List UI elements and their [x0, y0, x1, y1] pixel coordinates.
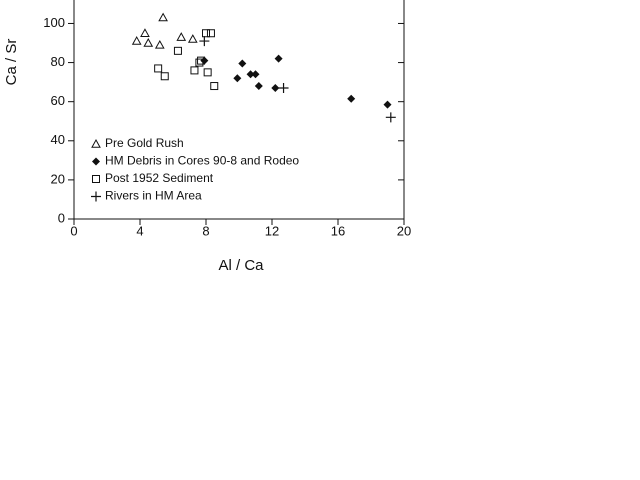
legend-marker: [92, 157, 100, 166]
x-axis-label: Al / Ca: [218, 257, 264, 274]
y-tick-label: 100: [43, 15, 65, 30]
point: [190, 66, 199, 75]
point: [203, 68, 212, 77]
x-tick-label: 20: [397, 223, 411, 238]
point: [160, 72, 169, 81]
point: [173, 46, 182, 55]
legend-marker: [92, 175, 100, 183]
point: [233, 74, 242, 83]
plot-frame: [73, 0, 405, 220]
point: [251, 70, 260, 79]
x-tick-label: 0: [70, 223, 77, 238]
y-tick-label: 80: [51, 54, 65, 69]
point: [202, 29, 210, 38]
point: [197, 56, 206, 65]
point: [383, 100, 392, 109]
point: [131, 36, 142, 45]
point: [176, 32, 187, 41]
point: [347, 94, 356, 103]
legend-label: Post 1952 Sediment: [105, 171, 214, 185]
y-tick-label: 60: [51, 93, 65, 108]
y-tick-label: 20: [51, 171, 65, 186]
legend-marker: [91, 191, 101, 202]
point: [143, 37, 154, 47]
x-tick-label: 12: [265, 223, 279, 238]
point: [210, 82, 219, 91]
point: [271, 83, 280, 92]
legend-label: Pre Gold Rush: [105, 136, 184, 150]
y-tick-label: 0: [58, 210, 65, 225]
legend-label: HM Debris in Cores 90-8 and Rodeo: [105, 154, 299, 168]
point: [274, 54, 283, 63]
point: [158, 12, 168, 22]
point: [278, 82, 289, 93]
point: [187, 34, 198, 43]
point: [385, 112, 396, 123]
point: [254, 82, 263, 91]
point: [154, 39, 165, 49]
point: [246, 70, 255, 79]
point: [206, 29, 215, 38]
x-tick-label: 16: [331, 223, 345, 238]
point: [199, 36, 210, 47]
x-tick-label: 8: [202, 223, 209, 238]
point: [195, 58, 204, 67]
legend-marker: [91, 138, 101, 148]
point: [140, 28, 150, 37]
y-tick-label: 40: [51, 132, 65, 147]
x-tick-label: 4: [136, 223, 143, 238]
legend-label: Rivers in HM Area: [105, 189, 202, 203]
point: [154, 64, 163, 73]
y-axis-label: Ca / Sr: [3, 39, 20, 86]
point: [238, 59, 247, 68]
